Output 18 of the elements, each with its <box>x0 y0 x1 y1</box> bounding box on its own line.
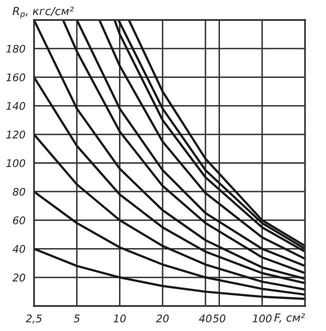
y-tick-label: 40 <box>12 245 26 253</box>
x-tick-label: 40 <box>199 314 212 322</box>
y-tick-label: 180 <box>6 44 26 53</box>
x-tick-label: 5 <box>74 314 80 322</box>
x-axis-title: F, см² <box>274 313 305 323</box>
x-tick-label: 100 <box>252 314 272 322</box>
x-tick-label: 10 <box>114 314 126 322</box>
x-tick-label: 2,5 <box>26 314 42 324</box>
y-tick-label: 20 <box>12 274 26 282</box>
y-tick-label: 160 <box>6 73 26 82</box>
y-tick-label: 60 <box>13 216 26 224</box>
x-tick-label: 20 <box>156 314 169 322</box>
y-tick-label: 120 <box>6 130 26 139</box>
y-tick-label: 100 <box>6 159 26 168</box>
y-tick-label: 80 <box>12 188 26 196</box>
y-axis-title: R$_{p}$, кгс/см² <box>12 6 74 18</box>
y-tick-label: 140 <box>6 102 26 110</box>
x-tick-label: 50 <box>212 314 226 322</box>
